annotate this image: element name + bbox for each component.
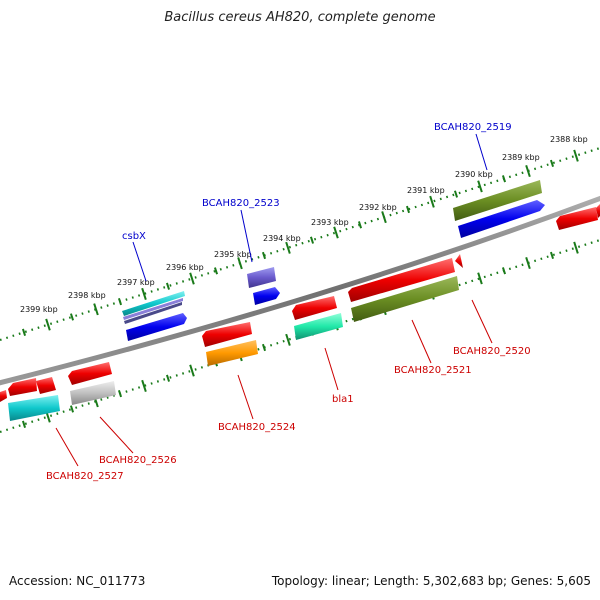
ruler-tick	[117, 297, 123, 306]
ruler-tick	[501, 175, 507, 183]
gene-stripe	[123, 298, 183, 320]
ruler-tick	[189, 364, 195, 377]
gene-label-bcah820-2520[interactable]: BCAH820_2520	[453, 346, 531, 357]
ruler-tick	[93, 303, 99, 316]
ruler-tick	[477, 272, 483, 285]
gene-arrow-reverse-left-edge[interactable]	[0, 390, 7, 402]
ruler-tick	[165, 374, 171, 382]
ruler-tick	[45, 318, 51, 331]
gene-arrow-forward-blue-long[interactable]	[458, 200, 545, 238]
ruler-tick	[117, 389, 123, 398]
ruler-tick	[213, 267, 219, 275]
gene-arrow-reverse-small[interactable]	[36, 377, 56, 394]
feature-cyan-2527[interactable]	[8, 395, 60, 421]
gene-arrow-bla1[interactable]	[292, 296, 337, 320]
scale-label: 2395 kbp	[214, 250, 252, 259]
ruler-tick	[285, 241, 291, 254]
scale-label: 2388 kbp	[550, 135, 588, 144]
gene-stripe	[124, 302, 182, 324]
ruler-tick	[69, 405, 75, 413]
ruler-tick	[573, 241, 579, 254]
callout-lines	[55, 133, 493, 467]
ruler-tick	[189, 272, 195, 285]
scale-label: 2391 kbp	[407, 186, 445, 195]
ruler-tick	[477, 180, 483, 193]
scale-label: 2398 kbp	[68, 291, 106, 300]
ruler-tick	[573, 149, 579, 162]
scale-labels: 2388 kbp 2389 kbp 2390 kbp 2391 kbp 2392…	[20, 135, 588, 314]
genome-summary-text: Topology: linear; Length: 5,302,683 bp; …	[271, 574, 591, 588]
scale-label: 2393 kbp	[311, 218, 349, 227]
gene-arrow-reverse-right-small[interactable]	[596, 204, 600, 218]
ruler-tick	[429, 195, 435, 208]
gene-label-bcah820-2521[interactable]: BCAH820_2521	[394, 365, 472, 376]
gene-arrow-bcah820-2519[interactable]	[453, 180, 542, 221]
ruler-tick	[141, 287, 147, 300]
ruler-tick	[549, 251, 555, 259]
gene-label-bcah820-2527[interactable]: BCAH820_2527	[46, 471, 124, 482]
feature-orange-2524[interactable]	[206, 340, 258, 366]
ruler-tick	[21, 420, 27, 428]
accession-text: Accession: NC_011773	[9, 574, 146, 588]
ruler-tick	[357, 221, 363, 229]
gene-arrow-bcah820-2526[interactable]	[68, 362, 112, 385]
ruler-tick	[549, 159, 555, 167]
gene-arrow-bcah820-2524[interactable]	[202, 322, 252, 347]
ruler-tick	[525, 165, 531, 178]
figure-title: Bacillus cereus AH820, complete genome	[164, 10, 436, 25]
scale-label: 2399 kbp	[20, 305, 58, 314]
gene-arrow-forward-blue[interactable]	[126, 313, 187, 341]
gene-label-csbx[interactable]: csbX	[122, 231, 146, 242]
scale-label: 2397 kbp	[117, 278, 155, 287]
ruler-tick	[237, 257, 243, 270]
ruler-tick	[453, 190, 459, 198]
ruler-tick	[333, 226, 339, 239]
gene-label-bla1[interactable]: bla1	[332, 394, 354, 405]
ruler-tick	[21, 328, 27, 336]
gene-label-bcah820-2526[interactable]: BCAH820_2526	[99, 455, 177, 466]
ruler-tick	[525, 257, 531, 270]
scale-label: 2394 kbp	[263, 234, 301, 243]
ruler-tick	[381, 211, 387, 224]
gene-arrow-bcah820-2520[interactable]	[455, 254, 463, 268]
ruler-tick	[285, 333, 291, 346]
genome-backbone	[0, 195, 600, 386]
scale-label: 2389 kbp	[502, 153, 540, 162]
ruler-tick	[261, 343, 267, 352]
ruler-tick	[501, 267, 507, 275]
gene-label-bcah820-2524[interactable]: BCAH820_2524	[218, 422, 296, 433]
ruler-tick	[69, 313, 75, 321]
gene-arrow-csbx[interactable]	[122, 291, 185, 316]
gene-arrow-bcah820-2523[interactable]	[247, 267, 276, 288]
gene-arrow-bcah820-2527[interactable]	[8, 378, 37, 396]
scale-label: 2390 kbp	[455, 170, 493, 179]
feature-olive-2521[interactable]	[351, 276, 459, 322]
gene-arrow-reverse-right-edge[interactable]	[556, 207, 598, 230]
ruler-tick	[165, 282, 171, 290]
gene-arrow-bcah820-2521[interactable]	[348, 258, 455, 302]
gene-arrow-forward-blue-small[interactable]	[253, 287, 280, 305]
gene-label-bcah820-2519[interactable]: BCAH820_2519	[434, 122, 512, 133]
ruler-tick	[141, 379, 147, 392]
scale-label: 2392 kbp	[359, 203, 397, 212]
ruler-tick	[309, 236, 315, 244]
scale-label: 2396 kbp	[166, 263, 204, 272]
gene-label-bcah820-2523[interactable]: BCAH820_2523	[202, 198, 280, 209]
ruler-tick	[405, 205, 411, 214]
feature-teal-bla1[interactable]	[294, 313, 343, 340]
ruler-tick	[261, 251, 267, 260]
feature-gray-2526[interactable]	[70, 381, 116, 405]
